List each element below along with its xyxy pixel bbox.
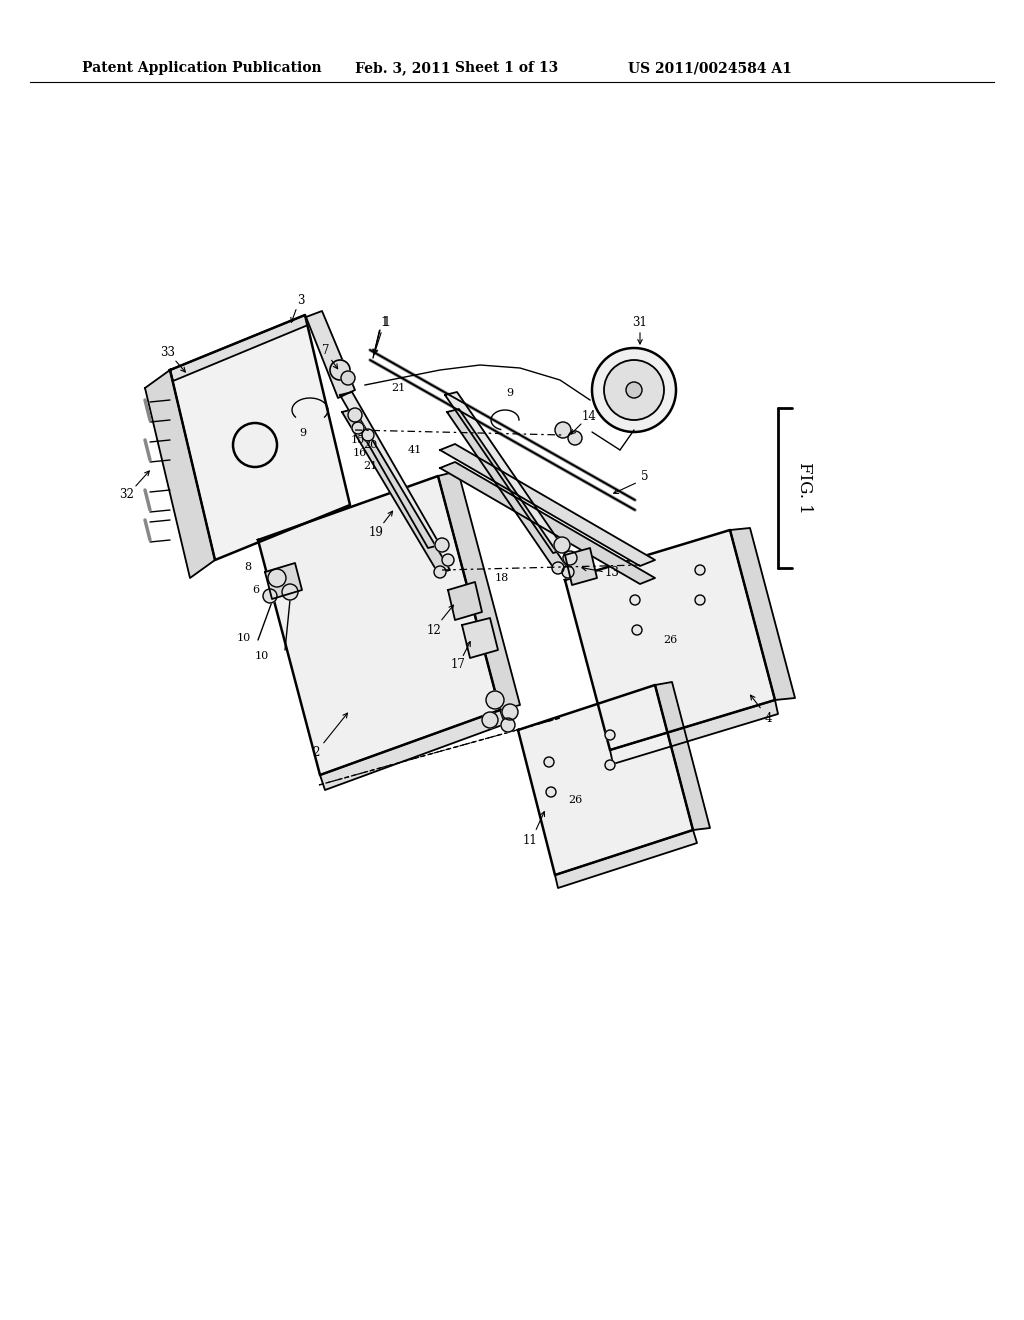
- Circle shape: [552, 562, 564, 574]
- Polygon shape: [438, 471, 520, 710]
- Text: 2: 2: [312, 746, 319, 759]
- Circle shape: [695, 565, 705, 576]
- Text: FIG. 1: FIG. 1: [796, 462, 812, 513]
- Polygon shape: [565, 531, 775, 750]
- Circle shape: [352, 422, 364, 434]
- Text: 21: 21: [362, 461, 377, 471]
- Text: 12: 12: [427, 623, 441, 636]
- Circle shape: [263, 589, 278, 603]
- Text: 15: 15: [351, 436, 366, 445]
- Text: 41: 41: [408, 445, 422, 455]
- Polygon shape: [319, 710, 505, 789]
- Text: 14: 14: [582, 409, 596, 422]
- Circle shape: [592, 348, 676, 432]
- Polygon shape: [440, 462, 655, 583]
- Circle shape: [341, 371, 355, 385]
- Polygon shape: [258, 477, 500, 775]
- Polygon shape: [565, 548, 597, 585]
- Polygon shape: [555, 830, 697, 888]
- Circle shape: [362, 429, 374, 441]
- Text: 32: 32: [120, 488, 134, 502]
- Text: 10: 10: [255, 651, 269, 661]
- Polygon shape: [445, 392, 565, 553]
- Circle shape: [563, 550, 577, 565]
- Text: 13: 13: [604, 565, 620, 578]
- Text: 19: 19: [369, 525, 383, 539]
- Circle shape: [282, 583, 298, 601]
- Circle shape: [555, 422, 571, 438]
- Circle shape: [568, 432, 582, 445]
- Circle shape: [544, 756, 554, 767]
- Text: 33: 33: [161, 346, 175, 359]
- Circle shape: [604, 360, 664, 420]
- Text: Feb. 3, 2011: Feb. 3, 2011: [355, 61, 451, 75]
- Circle shape: [695, 595, 705, 605]
- Text: 8: 8: [245, 562, 252, 572]
- Text: Patent Application Publication: Patent Application Publication: [82, 61, 322, 75]
- Circle shape: [482, 711, 498, 729]
- Text: 1: 1: [382, 317, 390, 330]
- Text: 3: 3: [297, 293, 305, 306]
- Text: 16: 16: [353, 447, 368, 458]
- Circle shape: [502, 704, 518, 719]
- Polygon shape: [265, 564, 302, 599]
- Circle shape: [632, 624, 642, 635]
- Polygon shape: [447, 409, 567, 570]
- Text: 9: 9: [299, 428, 306, 438]
- Text: 7: 7: [323, 343, 330, 356]
- Polygon shape: [655, 682, 710, 830]
- Circle shape: [562, 566, 574, 578]
- Circle shape: [486, 690, 504, 709]
- Circle shape: [435, 539, 449, 552]
- Text: 18: 18: [495, 573, 509, 583]
- Circle shape: [442, 554, 454, 566]
- Text: 6: 6: [253, 585, 259, 595]
- Polygon shape: [440, 444, 655, 566]
- Circle shape: [268, 569, 286, 587]
- Text: 26: 26: [663, 635, 677, 645]
- Polygon shape: [306, 312, 355, 399]
- Polygon shape: [610, 700, 778, 764]
- Circle shape: [501, 718, 515, 733]
- Text: 31: 31: [633, 315, 647, 329]
- Text: Sheet 1 of 13: Sheet 1 of 13: [455, 61, 558, 75]
- Polygon shape: [170, 315, 308, 381]
- Text: 26: 26: [568, 795, 582, 805]
- Text: 20: 20: [362, 440, 377, 450]
- Circle shape: [233, 422, 278, 467]
- Text: 21: 21: [391, 383, 406, 393]
- Polygon shape: [449, 582, 482, 620]
- Text: 17: 17: [451, 659, 466, 672]
- Polygon shape: [340, 392, 440, 548]
- Polygon shape: [462, 618, 498, 657]
- Circle shape: [348, 408, 362, 422]
- Text: 4: 4: [764, 711, 772, 725]
- Circle shape: [626, 381, 642, 399]
- Polygon shape: [342, 409, 450, 573]
- Circle shape: [546, 787, 556, 797]
- Polygon shape: [730, 528, 795, 700]
- Polygon shape: [145, 370, 215, 578]
- Circle shape: [434, 566, 446, 578]
- Text: 5: 5: [641, 470, 649, 483]
- Circle shape: [554, 537, 570, 553]
- Text: 1: 1: [380, 317, 388, 330]
- Circle shape: [605, 760, 615, 770]
- Text: US 2011/0024584 A1: US 2011/0024584 A1: [628, 61, 792, 75]
- Text: 9: 9: [507, 388, 514, 399]
- Circle shape: [605, 730, 615, 741]
- Text: 11: 11: [522, 833, 538, 846]
- Polygon shape: [518, 685, 693, 875]
- Text: 10: 10: [237, 634, 251, 643]
- Circle shape: [330, 360, 350, 380]
- Circle shape: [630, 595, 640, 605]
- Polygon shape: [170, 315, 350, 560]
